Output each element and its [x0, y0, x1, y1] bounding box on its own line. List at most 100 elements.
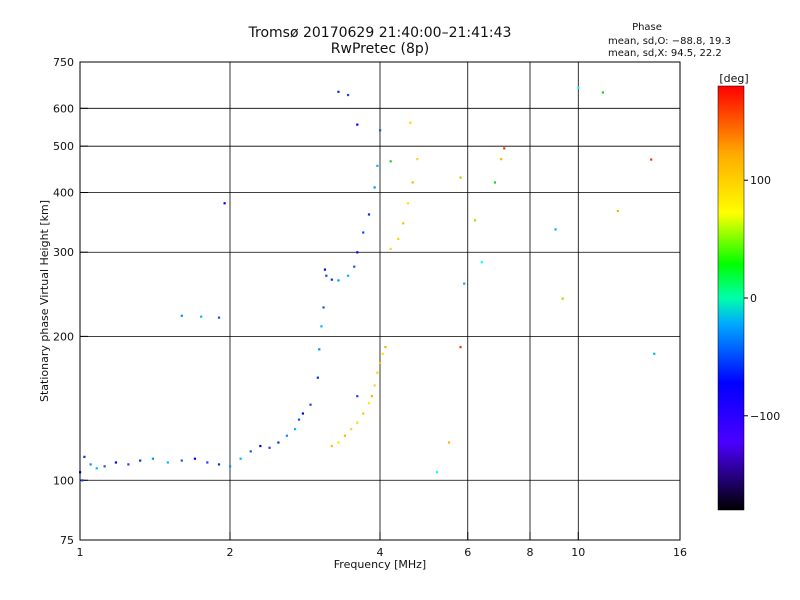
y-tick-label: 600: [53, 102, 74, 115]
data-point: [193, 457, 197, 460]
data-point: [323, 268, 327, 271]
data-point: [285, 434, 288, 437]
data-point: [650, 158, 653, 161]
data-point: [376, 371, 379, 374]
data-point: [653, 352, 656, 355]
data-point: [139, 459, 142, 462]
data-point: [402, 222, 405, 225]
phase-colorbar: [717, 85, 745, 511]
data-point: [309, 403, 312, 406]
data-point: [493, 181, 497, 184]
y-axis-label: Stationary phase Virtual Height [km]: [38, 200, 51, 402]
data-point: [356, 395, 359, 398]
data-point: [350, 428, 353, 431]
data-point: [459, 176, 462, 179]
data-point: [416, 158, 419, 161]
data-point: [217, 316, 221, 319]
data-point: [83, 455, 86, 458]
data-point: [95, 467, 98, 470]
data-point: [384, 346, 387, 349]
data-point: [473, 219, 477, 222]
data-point: [356, 251, 359, 254]
data-point: [500, 158, 503, 161]
data-point: [259, 444, 262, 448]
data-point: [322, 306, 325, 309]
data-point: [239, 457, 242, 460]
data-point: [330, 444, 333, 448]
data-point: [447, 441, 451, 444]
data-point: [330, 278, 333, 281]
x-axis-label: Frequency [MHz]: [334, 558, 426, 571]
data-point: [81, 479, 84, 482]
data-point: [370, 395, 373, 398]
data-point: [277, 441, 280, 444]
x-tick-label: 10: [571, 546, 585, 559]
data-point: [249, 450, 252, 453]
x-tick-label: 6: [464, 546, 471, 559]
chart-title: Tromsø 20170629 21:40:00–21:41:43: [248, 25, 512, 41]
data-point: [435, 471, 438, 474]
data-point: [379, 129, 382, 132]
y-tick-label: 750: [53, 56, 74, 69]
data-point: [180, 314, 183, 317]
y-axis-ticks: 75 100 200 300 400 500 600 750: [53, 56, 88, 547]
plot-frame: [79, 61, 681, 541]
x-tick-label: 16: [673, 546, 687, 559]
phase-summary-heading: Phase: [632, 22, 662, 33]
data-point: [411, 181, 414, 184]
data-point: [337, 441, 340, 444]
y-tick-label: 300: [53, 246, 74, 259]
colorbar-tick-label: 0: [750, 292, 757, 305]
data-point: [406, 202, 410, 205]
data-point: [293, 428, 297, 431]
x-axis-ticks: 1 2 4 6 8 10 16: [77, 532, 687, 559]
data-point: [459, 346, 462, 349]
data-point: [217, 463, 221, 466]
data-point: [337, 279, 340, 282]
colorbar-tick-label: 100: [750, 174, 771, 187]
data-point: [367, 213, 371, 216]
data-point: [337, 90, 340, 93]
data-point: [89, 463, 92, 466]
data-point: [356, 421, 359, 424]
colorbar-tick-label: −100: [750, 410, 780, 423]
colorbar-label: [deg]: [719, 72, 748, 85]
data-point: [346, 274, 350, 277]
colorbar-ticks: 100 0 −100: [744, 174, 780, 423]
data-point: [616, 209, 619, 213]
data-point: [389, 160, 392, 163]
data-point: [206, 461, 209, 464]
x-tick-label: 8: [527, 546, 534, 559]
data-point: [362, 231, 365, 234]
data-point: [480, 261, 483, 264]
x-tick-label: 4: [377, 546, 384, 559]
data-point: [180, 459, 183, 462]
data-point: [229, 465, 232, 468]
data-point: [389, 247, 392, 250]
data-point: [362, 412, 365, 415]
y-tick-label: 200: [53, 330, 74, 343]
data-point: [367, 402, 371, 405]
data-point: [320, 325, 323, 328]
data-point: [601, 91, 605, 94]
data-point: [166, 461, 169, 464]
data-point: [376, 164, 379, 167]
data-point: [151, 457, 155, 460]
data-point: [373, 186, 376, 189]
data-point: [316, 376, 319, 379]
x-tick-label: 2: [227, 546, 234, 559]
data-point: [409, 121, 412, 124]
y-tick-label: 500: [53, 140, 74, 153]
y-tick-label: 75: [60, 534, 74, 547]
data-point: [356, 123, 359, 126]
y-tick-label: 100: [53, 474, 74, 487]
y-tick-label: 400: [53, 186, 74, 199]
data-point: [343, 434, 347, 437]
data-point: [301, 412, 305, 415]
data-point: [127, 463, 130, 466]
phase-summary-o: mean, sd,O: −88.8, 19.3: [608, 36, 731, 47]
data-point: [346, 93, 350, 97]
data-point: [463, 282, 466, 285]
data-point: [223, 202, 226, 205]
